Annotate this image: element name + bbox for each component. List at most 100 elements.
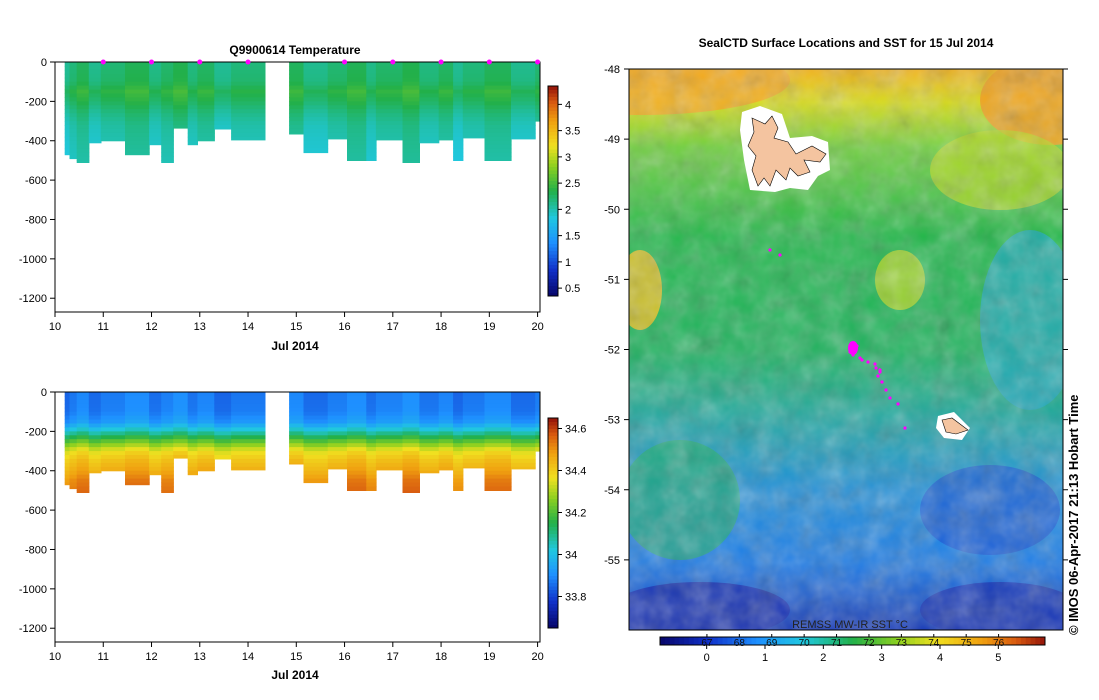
colorbar-swatch — [548, 114, 558, 118]
colorbar-tick-label: 34.4 — [565, 466, 586, 478]
section-cell — [375, 69, 403, 75]
section-cell — [231, 399, 266, 405]
colorbar-swatch — [548, 271, 558, 276]
section-cell — [366, 403, 377, 409]
section-cell — [231, 101, 266, 106]
sst-colorbar-swatch — [948, 637, 955, 645]
colorbar-swatch — [548, 205, 558, 209]
section-cell — [197, 407, 215, 413]
section-cell — [511, 466, 536, 470]
colorbar-swatch — [548, 131, 558, 136]
section-cell — [187, 101, 198, 106]
section-cell — [419, 89, 440, 95]
sst-colorbar-swatch — [780, 637, 786, 645]
salinity-colorbar: 33.8 34 34.2 34.4 34.6 — [547, 417, 586, 629]
section-cell — [76, 117, 90, 122]
sst-colorbar-label-c: 2 — [820, 652, 826, 664]
sst-colorbar-swatch — [1020, 637, 1027, 645]
section-cell — [100, 113, 126, 118]
section-cell — [88, 451, 102, 456]
section-cell — [187, 395, 198, 401]
section-cell — [453, 478, 464, 484]
colorbar-swatch — [548, 86, 558, 90]
section-cell — [402, 97, 420, 102]
section-cell — [100, 73, 126, 79]
section-cell — [419, 85, 440, 91]
section-cell — [462, 136, 486, 139]
section-cell — [125, 62, 150, 67]
section-cell — [347, 458, 367, 464]
section-cell — [149, 81, 162, 87]
section-cell — [64, 423, 71, 428]
section-cell — [173, 403, 189, 409]
section-cell — [214, 431, 232, 436]
section-cell — [419, 73, 440, 79]
colorbar-swatch — [548, 565, 558, 569]
seal-location-dot — [878, 370, 882, 374]
section-cell — [289, 128, 305, 134]
section-cell — [484, 65, 512, 71]
section-cell — [100, 466, 126, 472]
section-cell — [100, 101, 126, 106]
section-cell — [484, 451, 512, 456]
colorbar-swatch — [548, 460, 558, 464]
section-cell — [187, 435, 198, 440]
section-cell — [100, 458, 126, 464]
section-cell — [438, 85, 454, 91]
section-cell — [511, 93, 536, 98]
section-cell — [214, 89, 232, 95]
map-colorbar-title: REMSS MW-IR SST °C — [792, 619, 908, 631]
section-cell — [197, 101, 215, 106]
sst-colorbar-swatch — [924, 637, 930, 645]
section-cell — [535, 93, 540, 98]
section-cell — [366, 97, 377, 102]
section-cell — [327, 403, 348, 409]
section-cell — [197, 113, 215, 118]
section-cell — [511, 431, 536, 436]
section-cell — [303, 395, 329, 401]
sst-colorbar-swatch — [765, 637, 772, 645]
section-cell — [289, 415, 305, 421]
section-cell — [375, 431, 403, 436]
section-cell — [303, 415, 329, 421]
section-cell — [535, 109, 540, 114]
section-cell — [511, 407, 536, 413]
section-cell — [438, 403, 454, 409]
section-cell — [327, 458, 348, 464]
section-cell — [375, 62, 403, 67]
section-cell — [347, 152, 367, 158]
section-cell — [347, 140, 367, 146]
section-cell — [76, 395, 90, 401]
y-tick-label: -400 — [25, 466, 47, 478]
section-cell — [214, 65, 232, 71]
section-cell — [438, 117, 454, 122]
section-cell — [197, 73, 215, 79]
section-cell — [125, 419, 150, 425]
section-cell — [100, 128, 126, 134]
section-cell — [419, 415, 440, 421]
section-cell — [214, 392, 232, 397]
colorbar-swatch — [548, 100, 558, 104]
section-cell — [375, 399, 403, 405]
section-cell — [187, 466, 198, 472]
section-cell — [327, 125, 348, 130]
section-cell — [187, 117, 198, 122]
section-cell — [197, 403, 215, 409]
section-cell — [419, 462, 440, 468]
section-cell — [327, 439, 348, 444]
section-cell — [303, 140, 329, 146]
sst-colorbar-swatch — [862, 637, 868, 645]
section-cell — [231, 392, 266, 397]
section-cell — [197, 395, 215, 401]
section-cell — [161, 136, 174, 142]
section-cell — [76, 478, 90, 484]
section-cell — [100, 419, 126, 425]
section-cell — [366, 443, 377, 448]
side-caption: © IMOS 06-Apr-2017 21:13 Hobart Time — [1066, 394, 1081, 635]
x-tick-label: 18 — [435, 321, 447, 333]
section-cell — [462, 89, 486, 95]
section-cell — [289, 407, 305, 413]
section-cell — [161, 458, 174, 464]
sst-colorbar-swatch — [804, 637, 810, 645]
section-cell — [214, 121, 232, 126]
